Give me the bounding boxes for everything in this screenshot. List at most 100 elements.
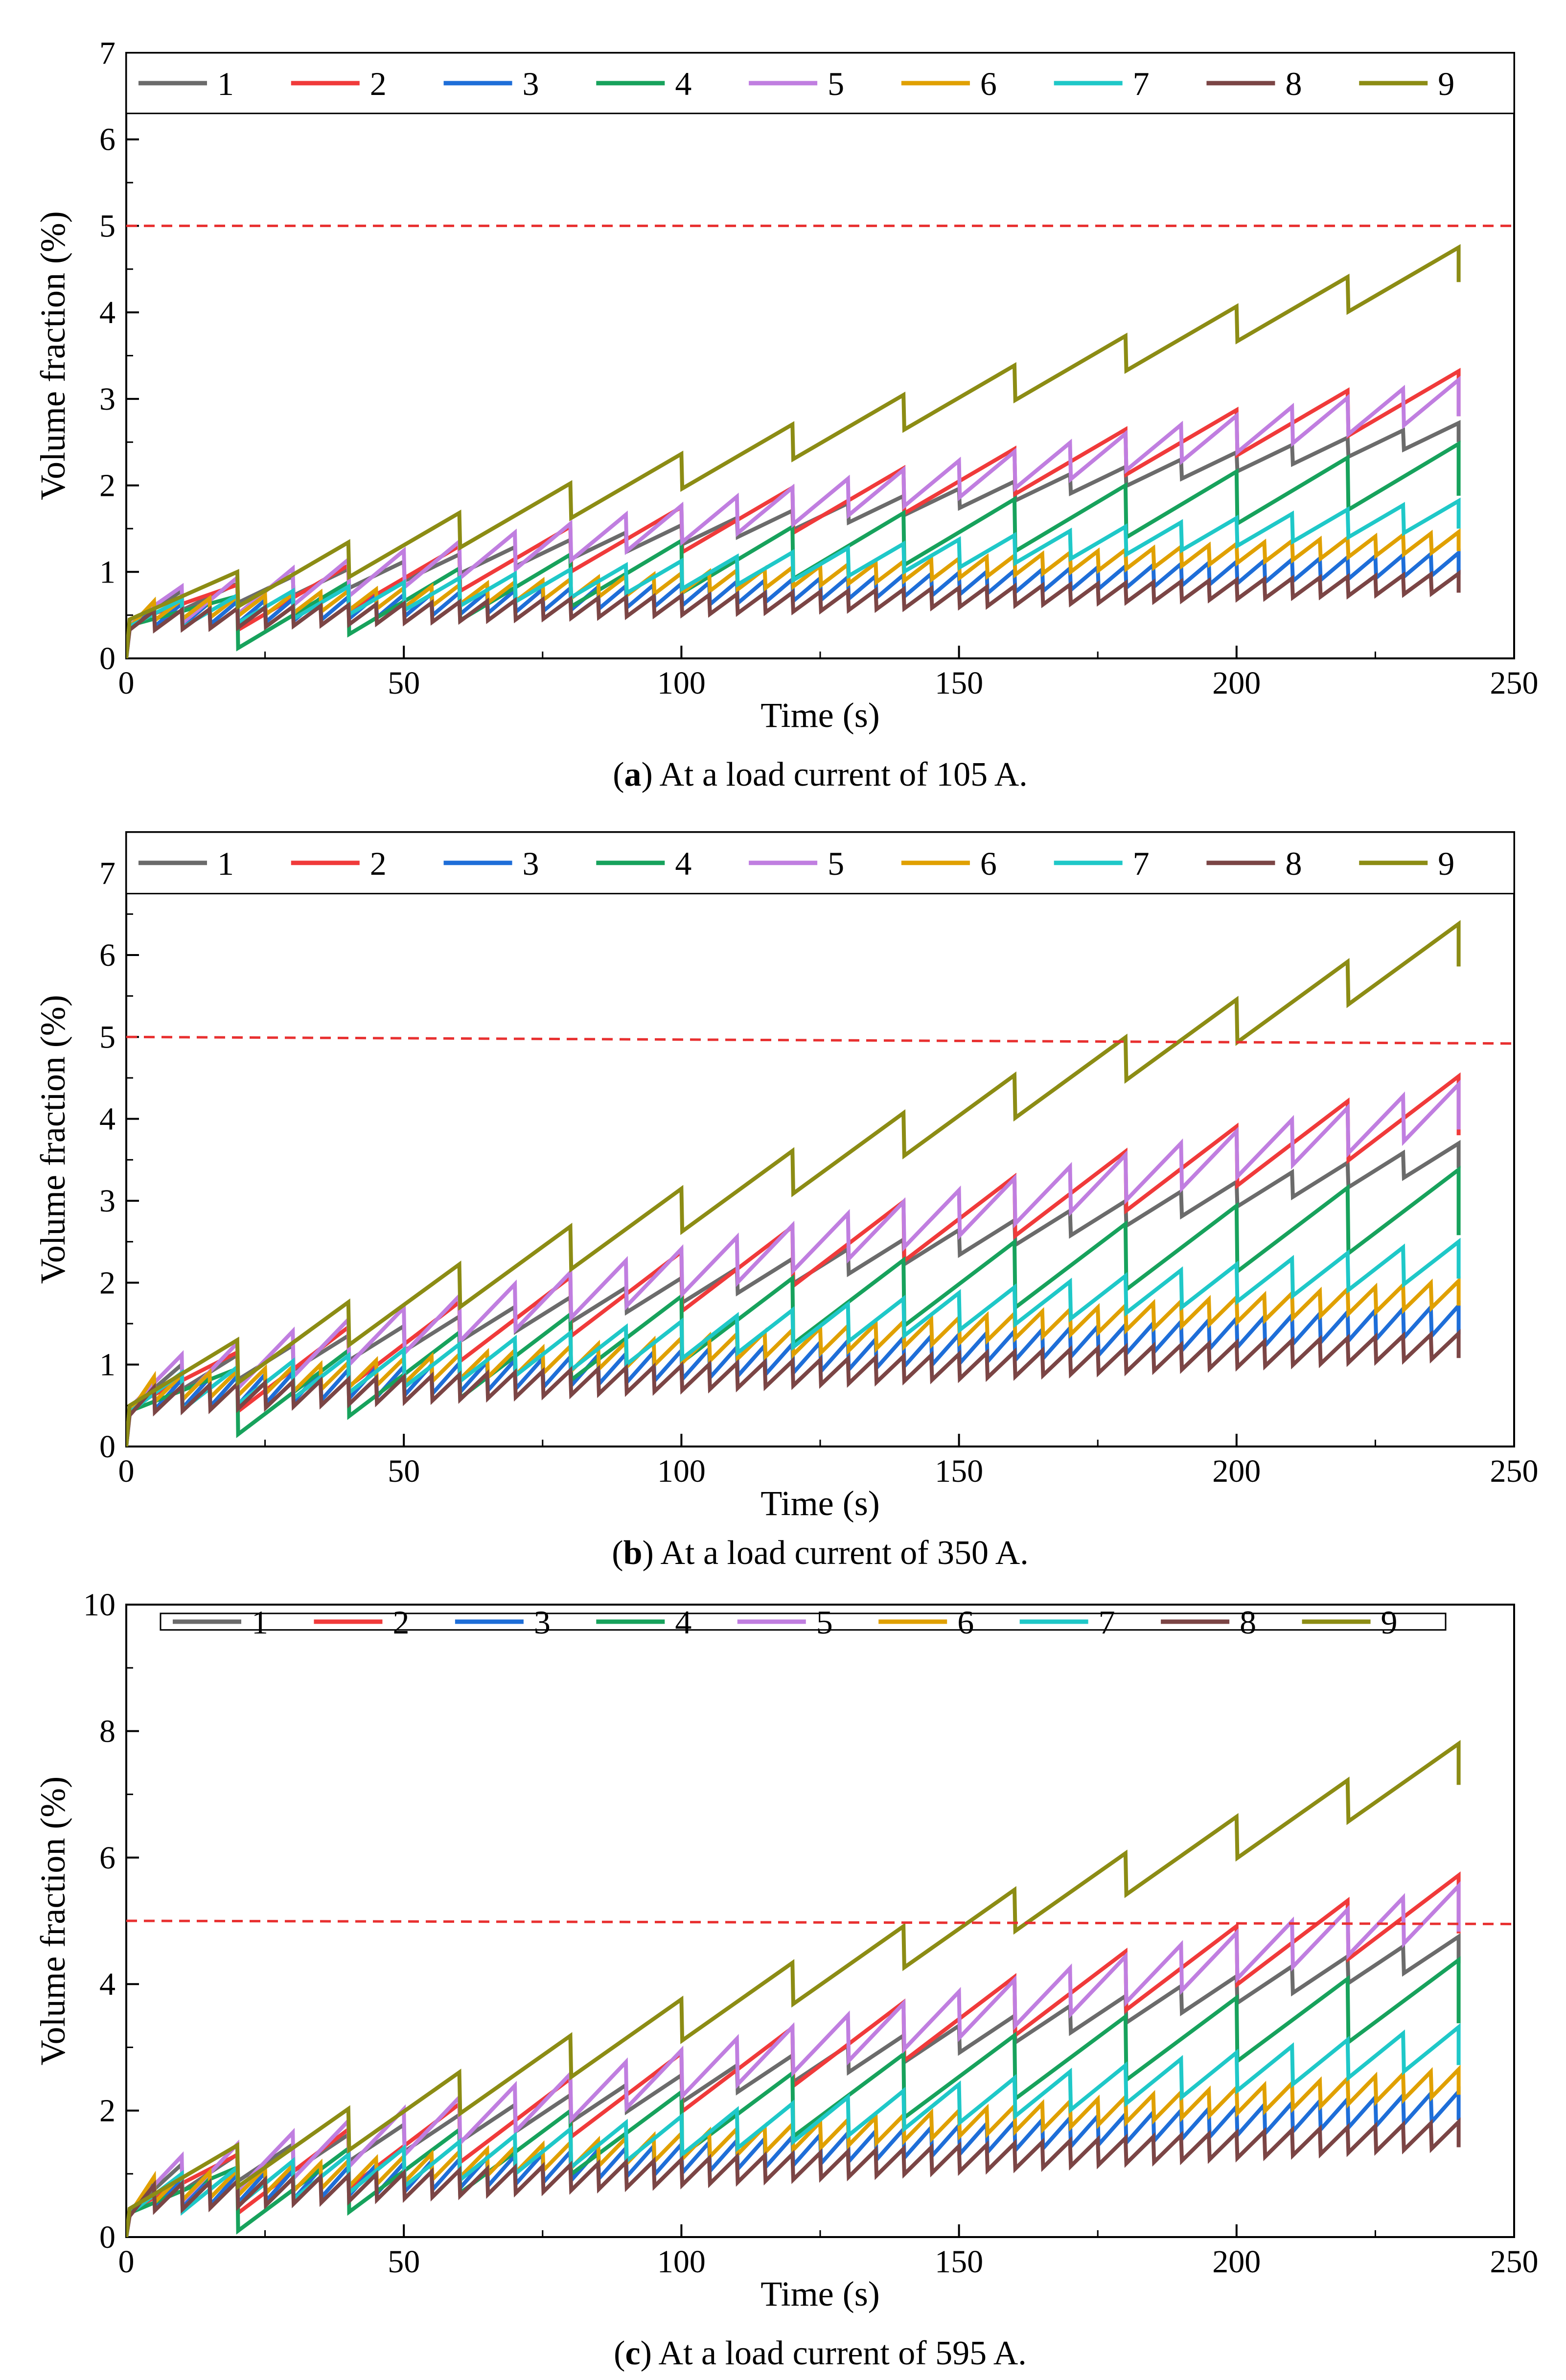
y-axis-title: Volume fraction (%) xyxy=(33,995,72,1283)
y-tick-label: 2 xyxy=(99,1265,115,1301)
legend-label-9: 9 xyxy=(1381,1604,1398,1641)
caption-open: ( xyxy=(613,756,624,793)
caption-letter: c xyxy=(625,2334,640,2372)
x-tick-label: 100 xyxy=(657,665,706,701)
x-tick-label: 150 xyxy=(935,665,983,701)
x-tick-label: 200 xyxy=(1212,1453,1261,1489)
y-tick-label: 3 xyxy=(99,1183,115,1219)
y-tick-label: 6 xyxy=(99,1840,115,1876)
y-tick-label: 0 xyxy=(99,2219,115,2255)
x-tick-label: 50 xyxy=(388,2244,420,2280)
chart-panel-3: 0 50 100 150 200 250 0 2 4 6 8 10 Time (s) Volume fra… xyxy=(33,1587,1539,2372)
x-tick-label: 250 xyxy=(1490,2244,1539,2280)
y-tick-label: 10 xyxy=(83,1587,115,1623)
x-tick-label: 100 xyxy=(657,1453,706,1489)
caption-text: ) At a load current of 105 A. xyxy=(642,756,1028,793)
y-tick-label: 4 xyxy=(99,1101,115,1137)
y-tick-label: 1 xyxy=(99,1347,115,1383)
legend-label-7: 7 xyxy=(1133,65,1150,102)
series-line-8 xyxy=(126,569,1461,658)
legend-label-3: 3 xyxy=(534,1604,551,1641)
y-tick-label: 5 xyxy=(99,208,115,244)
threshold-line xyxy=(126,1035,1515,1045)
legend-label-7: 7 xyxy=(1099,1604,1115,1641)
x-tick-label: 0 xyxy=(118,1453,135,1489)
figure-caption: (c) At a load current of 595 A. xyxy=(614,2334,1027,2372)
figure-caption: (b) At a load current of 350 A. xyxy=(612,1534,1029,1572)
series-line-8 xyxy=(126,1329,1461,1447)
y-tick-label: 0 xyxy=(99,1429,115,1465)
legend-label-2: 2 xyxy=(370,845,387,882)
series-line-7 xyxy=(126,2023,1461,2237)
legend-label-9: 9 xyxy=(1438,845,1454,882)
legend-label-3: 3 xyxy=(523,65,539,102)
legend-label-5: 5 xyxy=(828,845,844,882)
series-group xyxy=(126,920,1461,1447)
y-tick-label: 1 xyxy=(99,554,115,590)
x-tick-label: 50 xyxy=(388,1453,420,1489)
legend-label-8: 8 xyxy=(1240,1604,1256,1641)
legend-label-1: 1 xyxy=(217,65,234,102)
x-tick-label: 250 xyxy=(1490,1453,1539,1489)
series-line-9 xyxy=(126,920,1461,1447)
legend-label-1: 1 xyxy=(252,1604,268,1641)
figure-caption: (a) At a load current of 105 A. xyxy=(613,756,1028,793)
series-line-7 xyxy=(126,497,1461,658)
y-tick-label: 0 xyxy=(99,641,115,677)
legend-label-7: 7 xyxy=(1133,845,1150,882)
legend-label-8: 8 xyxy=(1285,845,1302,882)
caption-letter: b xyxy=(623,1534,643,1572)
x-tick-label: 50 xyxy=(388,665,420,701)
x-tick-label: 150 xyxy=(935,1453,983,1489)
legend-label-5: 5 xyxy=(816,1604,833,1641)
y-tick-label: 7 xyxy=(99,35,115,71)
y-tick-label: 8 xyxy=(99,1713,115,1749)
caption-letter: a xyxy=(624,756,642,793)
series-line-7 xyxy=(126,1237,1461,1447)
y-tick-label: 5 xyxy=(99,1019,115,1055)
chart-panel-1: 0 50 100 150 200 250 0 1 2 3 4 5 6 7 Time (s) Volume fr… xyxy=(33,35,1539,793)
legend-label-1: 1 xyxy=(217,845,234,882)
legend-label-4: 4 xyxy=(675,845,691,882)
x-tick-label: 200 xyxy=(1212,665,1261,701)
y-tick-label: 6 xyxy=(99,937,115,973)
x-tick-label: 0 xyxy=(118,665,135,701)
x-tick-label: 200 xyxy=(1212,2244,1261,2280)
y-tick-label: 2 xyxy=(99,2093,115,2129)
chart-panel-2: 0 50 100 150 200 250 0 1 2 3 4 5 6 7 Time (s) Volume fr… xyxy=(33,831,1539,1572)
legend-label-2: 2 xyxy=(370,65,387,102)
y-tick-label: 3 xyxy=(99,381,115,417)
caption-open: ( xyxy=(614,2334,625,2372)
threshold-line xyxy=(126,1919,1515,1925)
series-group xyxy=(126,1740,1461,2237)
legend-label-4: 4 xyxy=(675,1604,691,1641)
legend-label-2: 2 xyxy=(392,1604,409,1641)
legend-label-9: 9 xyxy=(1438,65,1454,102)
x-tick-label: 0 xyxy=(118,2244,135,2280)
x-tick-label: 100 xyxy=(657,2244,706,2280)
x-axis-title: Time (s) xyxy=(760,1484,879,1523)
x-axis-title: Time (s) xyxy=(760,2274,879,2313)
caption-text: ) At a load current of 350 A. xyxy=(643,1534,1029,1572)
y-tick-label: 4 xyxy=(99,295,115,330)
caption-text: ) At a load current of 595 A. xyxy=(641,2334,1027,2372)
x-tick-label: 250 xyxy=(1490,665,1539,701)
y-tick-label: 4 xyxy=(99,1966,115,2002)
series-line-8 xyxy=(126,2117,1461,2237)
y-axis-title: Volume fraction (%) xyxy=(33,211,72,500)
series-line-9 xyxy=(126,244,1461,658)
y-tick-label: 2 xyxy=(99,468,115,504)
y-tick-label: 6 xyxy=(99,122,115,158)
legend-label-6: 6 xyxy=(980,845,997,882)
y-axis-title: Volume fraction (%) xyxy=(33,1776,72,2065)
legend-label-3: 3 xyxy=(523,845,539,882)
series-line-9 xyxy=(126,1740,1461,2237)
y-tick-label: 7 xyxy=(99,856,115,891)
series-group xyxy=(126,244,1461,658)
x-tick-label: 150 xyxy=(935,2244,983,2280)
legend-label-6: 6 xyxy=(957,1604,974,1641)
legend-label-6: 6 xyxy=(980,65,997,102)
x-axis-title: Time (s) xyxy=(760,696,879,735)
caption-open: ( xyxy=(612,1534,623,1572)
